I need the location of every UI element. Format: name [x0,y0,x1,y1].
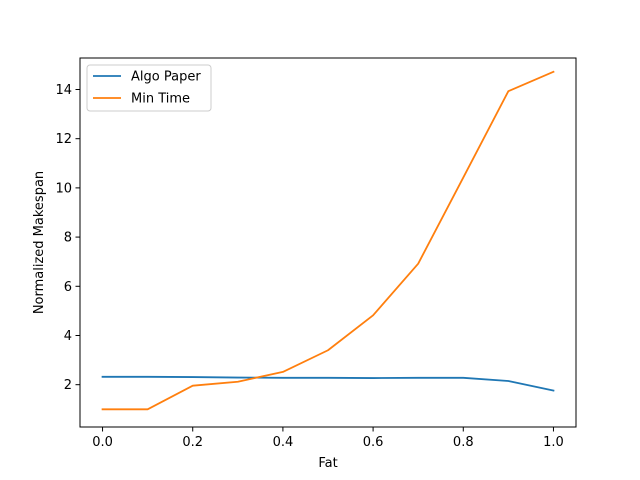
series-line-min-time [101,70,555,411]
legend-label-min-time: Min Time [131,92,190,107]
x-tick-label: 0.2 [182,435,203,450]
series-line-algo-paper [101,375,555,392]
x-tick-label: 0.8 [453,435,474,450]
legend-label-algo-paper: Algo Paper [131,70,201,85]
x-tick-label: 0.6 [363,435,384,450]
y-tick-label: 6 [64,280,72,295]
y-tick-label: 12 [55,132,72,147]
y-axis-label: Normalized Makespan [32,171,47,314]
y-tick-label: 8 [64,231,72,246]
legend: Algo Paper Min Time [86,64,212,112]
y-tick-label: 2 [64,378,72,393]
x-axis: 0.0 0.2 0.4 0.6 0.8 1.0 [92,427,564,450]
plot-frame [79,57,577,428]
y-tick-label: 4 [64,329,72,344]
y-tick-label: 10 [55,181,72,196]
x-tick-label: 0.4 [273,435,294,450]
x-axis-label: Fat [318,456,337,471]
x-tick-label: 0.0 [92,435,113,450]
y-axis: 2 4 6 8 10 12 14 [55,83,80,393]
y-tick-label: 14 [55,83,72,98]
series-layer [101,70,555,411]
x-tick-label: 1.0 [543,435,564,450]
